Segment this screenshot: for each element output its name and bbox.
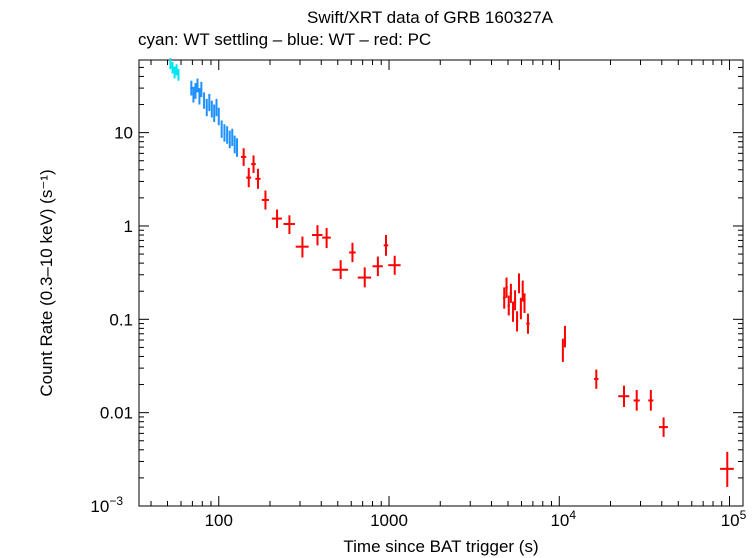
data-point [507, 295, 510, 316]
y-tick-label: 0.1 [109, 310, 133, 329]
data-point [633, 389, 640, 411]
x-tick-labels: 100 1000 104 105 [205, 508, 747, 530]
data-point [223, 124, 226, 142]
data-point [173, 66, 176, 79]
data-points [169, 58, 734, 487]
y-tick-label: 10 [114, 124, 133, 143]
data-point [526, 313, 530, 334]
data-point [231, 128, 234, 146]
plot-frame [138, 59, 744, 507]
data-point [192, 86, 195, 103]
data-point [175, 64, 178, 76]
data-point [502, 287, 506, 309]
x-tick-label: 105 [721, 508, 747, 530]
data-point [205, 98, 208, 117]
data-point [226, 126, 229, 144]
x-tick-label: 1000 [370, 511, 408, 530]
y-tick-label: 10−3 [90, 494, 123, 516]
data-point [208, 93, 211, 112]
data-point [720, 451, 734, 487]
chart-title: Swift/XRT data of GRB 160327A [306, 8, 553, 27]
data-point [228, 130, 231, 149]
y-tick-label: 0.01 [100, 404, 133, 423]
data-point [177, 69, 180, 81]
data-point [213, 104, 216, 122]
data-point [283, 215, 295, 235]
data-point [563, 325, 566, 348]
data-point [295, 236, 309, 258]
data-point [203, 92, 206, 109]
data-point [383, 235, 389, 256]
chart-subtitle: cyan: WT settling – blue: WT – red: PC [138, 30, 432, 49]
data-point [196, 78, 199, 93]
data-point [509, 283, 513, 303]
y-axis-label: Count Rate (0.3–10 keV) (s⁻¹) [37, 169, 56, 396]
data-point [648, 389, 654, 411]
data-point [517, 273, 521, 294]
data-point [200, 81, 203, 98]
y-tick-labels: 10 1 0.1 0.01 10−3 [90, 124, 133, 516]
data-point [519, 297, 522, 320]
data-point [233, 135, 236, 154]
data-point [322, 228, 331, 249]
data-point [169, 58, 172, 70]
axis-ticks [139, 59, 743, 507]
data-point [190, 80, 193, 96]
data-point [594, 369, 599, 389]
data-point [217, 107, 220, 126]
data-point [561, 338, 564, 362]
data-point [511, 301, 515, 322]
data-point [194, 83, 197, 99]
data-point [261, 190, 269, 210]
x-tick-label: 104 [550, 508, 576, 530]
y-tick-label: 1 [124, 217, 133, 236]
data-point [246, 167, 252, 188]
data-point [312, 225, 323, 246]
data-point [513, 290, 517, 311]
data-point [618, 385, 630, 407]
data-point [240, 148, 247, 166]
data-point [521, 280, 524, 302]
data-point [372, 256, 383, 277]
x-axis-label: Time since BAT trigger (s) [343, 537, 538, 556]
data-point [271, 209, 282, 229]
data-point [349, 242, 356, 263]
data-point [332, 260, 349, 280]
data-point [505, 277, 508, 298]
data-point [198, 88, 201, 105]
data-point [215, 98, 218, 117]
data-point [357, 267, 372, 288]
data-point [255, 168, 261, 189]
data-point [236, 138, 239, 157]
data-point [658, 417, 668, 437]
data-point [171, 62, 174, 74]
data-point [220, 120, 223, 138]
data-point [388, 255, 401, 275]
data-point [515, 311, 519, 332]
data-point [523, 293, 526, 313]
x-tick-label: 100 [205, 511, 233, 530]
data-point [251, 155, 256, 173]
data-point [210, 100, 213, 118]
